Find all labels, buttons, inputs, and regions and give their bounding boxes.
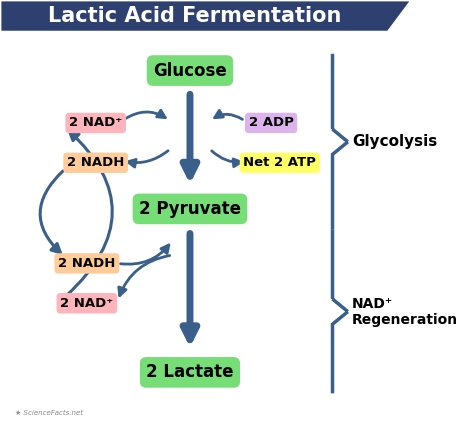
Polygon shape: [1, 1, 409, 31]
Text: ★ ScienceFacts.net: ★ ScienceFacts.net: [15, 411, 82, 417]
Text: 2 NADH: 2 NADH: [67, 156, 124, 169]
Text: Glucose: Glucose: [153, 62, 227, 80]
Text: NAD⁺
Regeneration: NAD⁺ Regeneration: [352, 297, 458, 327]
Text: 2 Lactate: 2 Lactate: [146, 363, 234, 381]
Text: 2 NAD⁺: 2 NAD⁺: [69, 116, 122, 130]
Text: Glycolysis: Glycolysis: [352, 134, 438, 149]
Text: 2 Pyruvate: 2 Pyruvate: [139, 200, 241, 218]
Text: 2 ADP: 2 ADP: [249, 116, 293, 130]
Text: Lactic Acid Fermentation: Lactic Acid Fermentation: [48, 6, 341, 26]
Text: Net 2 ATP: Net 2 ATP: [244, 156, 316, 169]
Text: 2 NAD⁺: 2 NAD⁺: [60, 297, 114, 310]
Text: 2 NADH: 2 NADH: [58, 257, 116, 270]
